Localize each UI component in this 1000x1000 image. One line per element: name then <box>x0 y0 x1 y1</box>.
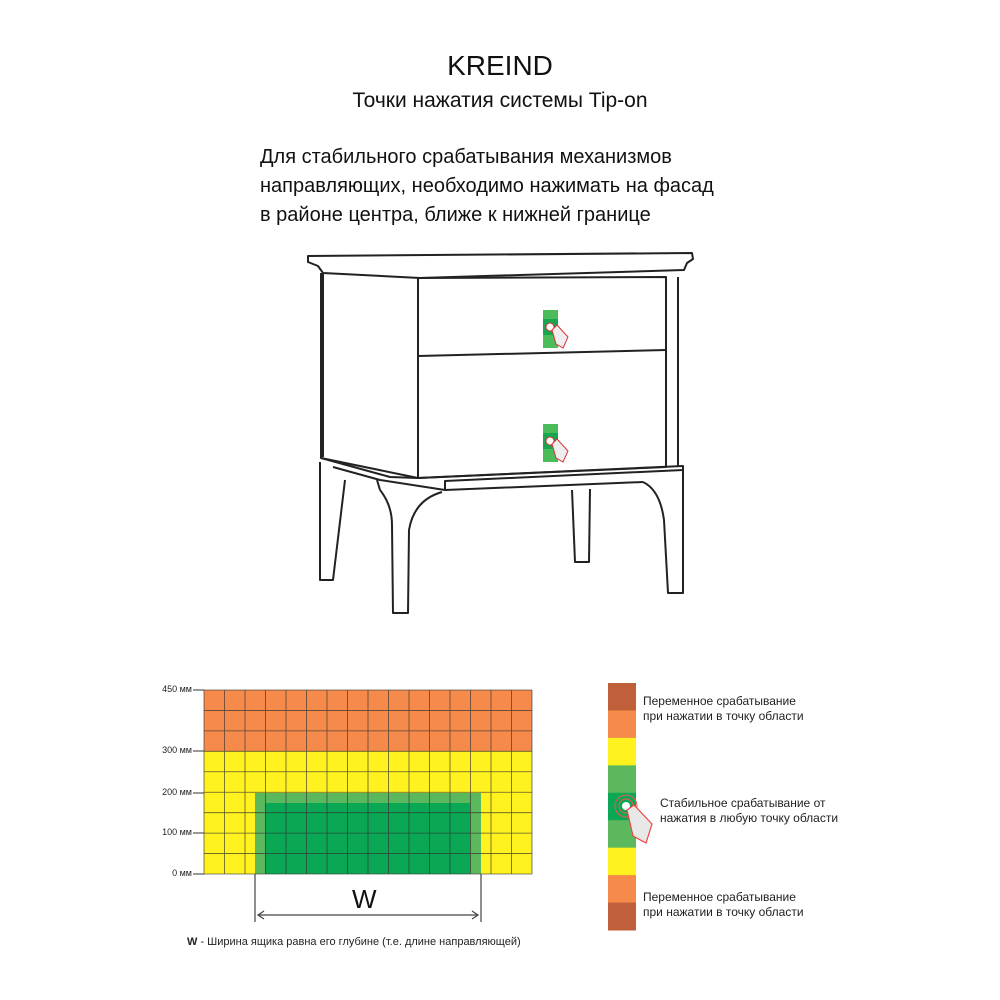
press-marker-bottom <box>543 424 569 463</box>
legend-line: при нажатии в точку области <box>643 905 804 919</box>
hand-press-icon <box>551 438 569 463</box>
legend-line: при нажатии в точку области <box>643 709 804 723</box>
intro-line: в районе центра, ближе к нижней границе <box>260 204 651 226</box>
legend-segment <box>608 737 636 766</box>
y-tick-label: 200 мм <box>162 787 192 797</box>
press-marker-top <box>543 310 569 349</box>
y-tick-label: 0 мм <box>172 868 192 878</box>
grid-lines <box>203 689 533 875</box>
legend-line: Переменное срабатывание <box>643 694 796 708</box>
legend-segment <box>608 683 636 711</box>
legend-segment <box>608 710 636 739</box>
legend-line: Стабильное срабатывание от <box>660 796 826 810</box>
legend-segment <box>608 902 636 931</box>
legend-segment <box>608 875 636 904</box>
footnote-text: - Ширина ящика равна его глубине (т.е. д… <box>197 936 521 948</box>
subtitle: Точки нажатия системы Tip-on <box>352 89 648 112</box>
hand-press-icon <box>614 794 653 844</box>
brand-title: KREIND <box>447 50 553 81</box>
width-dimension <box>254 874 482 922</box>
legend-segment <box>608 765 636 794</box>
legend-line: нажатия в любую точку области <box>660 811 839 825</box>
footnote-symbol: W <box>187 936 198 948</box>
y-tick-label: 450 мм <box>162 684 192 694</box>
legend-top-text: Переменное срабатывание при нажатии в то… <box>643 694 804 724</box>
footnote: W - Ширина ящика равна его глубине (т.е.… <box>187 936 521 948</box>
hand-press-icon <box>551 324 569 349</box>
intro-line: Для стабильного срабатывания механизмов <box>260 146 672 168</box>
zone-stable-core <box>265 803 470 874</box>
legend-middle-text: Стабильное срабатывание от нажатия в люб… <box>660 796 838 826</box>
intro-line: направляющих, необходимо нажимать на фас… <box>260 175 714 197</box>
intro-text: Для стабильного срабатывания механизмов … <box>260 143 714 230</box>
legend-line: Переменное срабатывание <box>643 890 796 904</box>
y-tick-label: 100 мм <box>162 827 192 837</box>
y-tick-label: 300 мм <box>162 745 192 755</box>
tick-lines <box>193 689 204 875</box>
legend-segment <box>608 847 636 876</box>
legend-bottom-text: Переменное срабатывание при нажатии в то… <box>643 890 804 920</box>
width-label: W <box>352 884 377 914</box>
